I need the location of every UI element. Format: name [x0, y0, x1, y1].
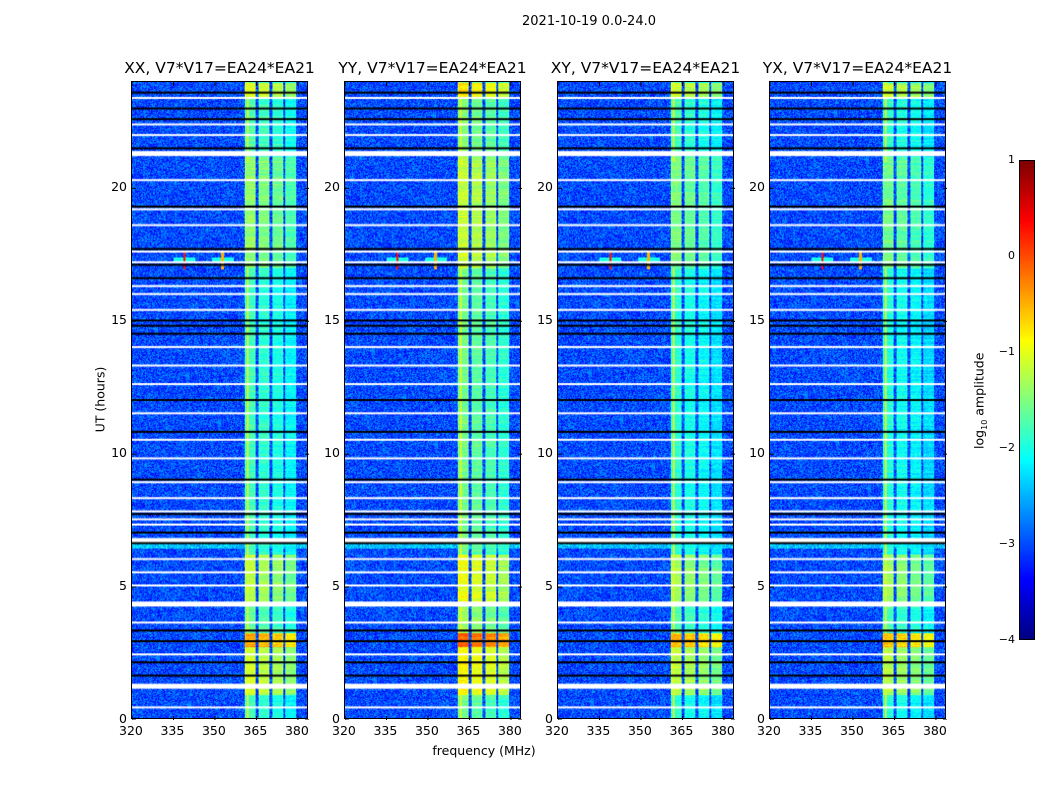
y-tick-label: 15 — [749, 312, 765, 328]
heatmap-panel — [557, 81, 735, 720]
y-tick-label: 15 — [537, 312, 553, 328]
colorbar-tick-label: −2 — [998, 441, 1015, 454]
heatmap-image — [558, 82, 733, 718]
y-tick-label: 10 — [111, 445, 127, 461]
tick-marks — [345, 82, 522, 720]
x-tick-label: 380 — [710, 723, 735, 738]
y-tick-label: 0 — [119, 711, 127, 726]
panel-title: YY, V7*V17=EA24*EA21 — [338, 59, 527, 77]
tick-marks — [558, 82, 735, 720]
x-tick-label: 365 — [881, 723, 906, 738]
y-tick-label: 10 — [324, 445, 340, 461]
x-tick-label: 380 — [497, 723, 522, 738]
x-tick-label: 350 — [414, 723, 439, 738]
x-tick-label: 380 — [284, 723, 309, 738]
colorbar-tick-label: 1 — [1008, 153, 1015, 166]
y-tick-label: 5 — [119, 578, 127, 594]
x-tick-label: 320 — [545, 723, 569, 738]
x-tick-label: 335 — [373, 723, 398, 738]
y-tick-label: 5 — [545, 578, 553, 594]
y-axis-label: UT (hours) — [92, 366, 108, 433]
y-tick-label: 0 — [332, 711, 340, 726]
x-tick-label: 350 — [201, 723, 226, 738]
x-tick-label: 320 — [332, 723, 356, 738]
y-tick-label: 15 — [111, 312, 127, 328]
panel-title: YX, V7*V17=EA24*EA21 — [762, 59, 953, 77]
x-tick-label: 335 — [798, 723, 823, 738]
x-tick-label: 380 — [922, 723, 947, 738]
x-tick-label: 335 — [160, 723, 185, 738]
heatmap-image — [345, 82, 520, 718]
heatmap-image — [770, 82, 945, 718]
y-tick-label: 0 — [757, 711, 765, 726]
colorbar-tick-label: −4 — [998, 633, 1015, 646]
y-tick-label: 5 — [757, 578, 765, 594]
heatmap-panel — [344, 81, 522, 720]
tick-marks — [132, 82, 309, 720]
x-tick-label: 350 — [627, 723, 652, 738]
x-tick-label: 365 — [243, 723, 268, 738]
x-tick-label: 365 — [669, 723, 694, 738]
y-tick-label: 20 — [324, 179, 340, 195]
y-tick-label: 20 — [749, 179, 765, 195]
colorbar-tick-label: −1 — [998, 345, 1015, 358]
y-tick-label: 20 — [537, 179, 553, 195]
y-tick-label: 10 — [749, 445, 765, 461]
figure-title: 2021-10-19 0.0-24.0 — [522, 14, 656, 29]
heatmap-panel — [131, 81, 309, 720]
y-tick-label: 0 — [545, 711, 553, 726]
x-tick-label: 320 — [119, 723, 143, 738]
tick-marks — [770, 82, 947, 720]
y-tick-label: 10 — [537, 445, 553, 461]
x-tick-label: 350 — [839, 723, 864, 738]
heatmap-panel — [769, 81, 947, 720]
colorbar — [1019, 160, 1035, 640]
panel-title: XX, V7*V17=EA24*EA21 — [124, 59, 315, 77]
y-tick-label: 20 — [111, 179, 127, 195]
colorbar-tick-label: −3 — [998, 537, 1015, 550]
heatmap-image — [132, 82, 307, 718]
x-tick-label: 320 — [757, 723, 781, 738]
x-tick-label: 365 — [456, 723, 481, 738]
y-tick-label: 5 — [332, 578, 340, 594]
y-tick-label: 15 — [324, 312, 340, 328]
panel-title: XY, V7*V17=EA24*EA21 — [550, 59, 741, 77]
x-axis-label: frequency (MHz) — [432, 743, 536, 758]
x-tick-label: 335 — [586, 723, 611, 738]
colorbar-tick-label: 0 — [1008, 249, 1015, 262]
